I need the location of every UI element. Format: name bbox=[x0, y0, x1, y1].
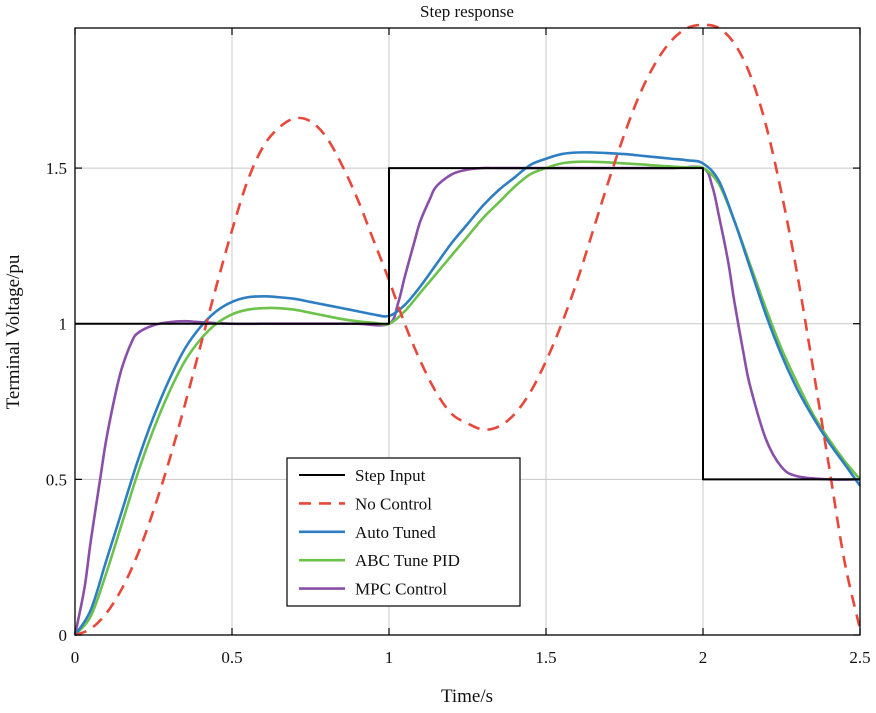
x-tick-label: 1 bbox=[385, 648, 394, 667]
x-tick-label: 1.5 bbox=[535, 648, 556, 667]
x-axis-label: Time/s bbox=[441, 686, 493, 707]
legend-label-no-control: No Control bbox=[355, 494, 432, 513]
series-lines bbox=[73, 23, 862, 637]
y-tick-label: 0.5 bbox=[46, 470, 67, 489]
series-line-auto-tuned bbox=[73, 151, 862, 636]
chart-title: Step response bbox=[420, 2, 514, 21]
x-tick-label: 2.5 bbox=[849, 648, 870, 667]
y-tick-label: 0 bbox=[59, 626, 68, 645]
legend-label-step-input: Step Input bbox=[355, 466, 426, 485]
x-tick-label: 0.5 bbox=[221, 648, 242, 667]
legend-label-auto-tuned: Auto Tuned bbox=[355, 523, 436, 542]
legend: Step Input No Control Auto Tuned ABC Tune P… bbox=[286, 457, 521, 607]
y-axis-label: Terminal Voltage/pu bbox=[3, 254, 24, 409]
x-tick-label: 2 bbox=[699, 648, 708, 667]
legend-label-mpc-control: MPC Control bbox=[355, 580, 447, 599]
legend-label-abc-tune-pid: ABC Tune PID bbox=[355, 551, 460, 570]
x-tick-label: 0 bbox=[71, 648, 80, 667]
axis-ticks: 0 0.5 1 1.5 2 2.5 0 0.5 1 1.5 bbox=[46, 28, 871, 667]
y-tick-label: 1 bbox=[59, 315, 68, 334]
series-line-step-input bbox=[75, 167, 860, 481]
series-line-no-control bbox=[74, 23, 862, 637]
series-line-mpc-control bbox=[73, 165, 861, 636]
plot-frame bbox=[74, 27, 861, 636]
y-tick-label: 1.5 bbox=[46, 159, 67, 178]
